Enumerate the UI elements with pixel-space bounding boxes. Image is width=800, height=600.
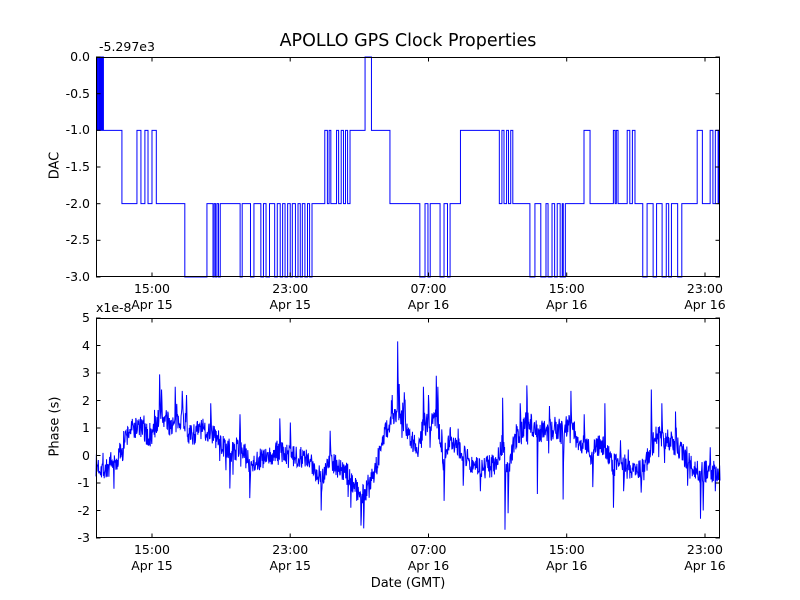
dac-xtick-label: 15:00 Apr 15 xyxy=(131,281,173,312)
dac-ytick-label: -0.5 xyxy=(65,85,90,101)
phase-ytick-label: -2 xyxy=(77,502,90,518)
dac-data-line xyxy=(96,56,720,278)
dac-tick-marks xyxy=(96,56,720,278)
tick-date: Apr 15 xyxy=(269,296,311,312)
phase-subplot xyxy=(95,317,721,539)
phase-xtick-label: 15:00 Apr 15 xyxy=(131,542,173,573)
phase-ytick-label: 2 xyxy=(82,392,90,408)
phase-xtick-label: 23:00 Apr 16 xyxy=(684,542,726,573)
dac-xtick-label: 07:00 Apr 16 xyxy=(408,281,450,312)
dac-ytick-label: -1.5 xyxy=(65,159,90,174)
tick-time: 15:00 xyxy=(548,281,585,296)
tick-date: Apr 15 xyxy=(269,557,311,573)
tick-date: Apr 16 xyxy=(545,296,588,312)
tick-time: 23:00 xyxy=(686,542,723,557)
tick-date: Apr 15 xyxy=(131,557,173,573)
phase-ytick-label: 5 xyxy=(82,310,90,325)
phase-xtick-label: 07:00 Apr 16 xyxy=(408,542,450,573)
phase-axes-frame xyxy=(96,318,720,538)
dac-xtick-label: 15:00 Apr 16 xyxy=(546,281,588,312)
tick-time: 15:00 xyxy=(133,281,170,296)
tick-time: 07:00 xyxy=(410,281,447,296)
phase-ytick-label: 1 xyxy=(82,420,90,435)
tick-time: 15:00 xyxy=(548,542,585,557)
tick-date: Apr 16 xyxy=(545,557,588,573)
x-axis-label: Date (GMT) xyxy=(370,576,446,591)
tick-time: 07:00 xyxy=(410,542,447,557)
phase-ytick-label: 4 xyxy=(82,337,90,353)
phase-plot-svg xyxy=(95,317,721,539)
phase-ytick-label: 0 xyxy=(82,447,90,463)
dac-ytick-label: -1.0 xyxy=(65,122,90,138)
dac-ytick-label: -2.0 xyxy=(65,195,90,211)
dac-subplot xyxy=(96,56,720,278)
phase-axis-offset-text: x1e-8 xyxy=(96,300,132,315)
phase-ytick-label: 3 xyxy=(82,365,90,380)
dac-ytick-label: -2.5 xyxy=(65,232,90,248)
tick-date: Apr 16 xyxy=(684,296,726,312)
dac-ytick-label: -3.0 xyxy=(65,269,90,284)
tick-time: 23:00 xyxy=(272,281,309,296)
phase-xtick-label: 15:00 Apr 16 xyxy=(546,542,588,573)
tick-time: 15:00 xyxy=(133,542,170,557)
phase-ytick-label: -1 xyxy=(77,475,90,490)
tick-date: Apr 16 xyxy=(407,296,450,312)
dac-xtick-label: 23:00 Apr 15 xyxy=(269,281,311,312)
tick-time: 23:00 xyxy=(272,542,309,557)
dac-ytick-label: 0.0 xyxy=(70,49,90,64)
tick-date: Apr 16 xyxy=(684,557,726,573)
dac-plot-svg xyxy=(96,56,720,278)
tick-date: Apr 16 xyxy=(407,557,450,573)
dac-xtick-label: 23:00 Apr 16 xyxy=(684,281,726,312)
chart-title: APOLLO GPS Clock Properties xyxy=(279,31,537,51)
tick-date: Apr 15 xyxy=(131,296,173,312)
phase-ytick-label: -3 xyxy=(77,530,90,545)
dac-axes-frame xyxy=(96,57,720,277)
tick-time: 23:00 xyxy=(686,281,723,296)
phase-data-line xyxy=(95,341,721,530)
dac-axis-offset-text: -5.297e3 xyxy=(99,39,155,54)
phase-xtick-label: 23:00 Apr 15 xyxy=(269,542,311,573)
